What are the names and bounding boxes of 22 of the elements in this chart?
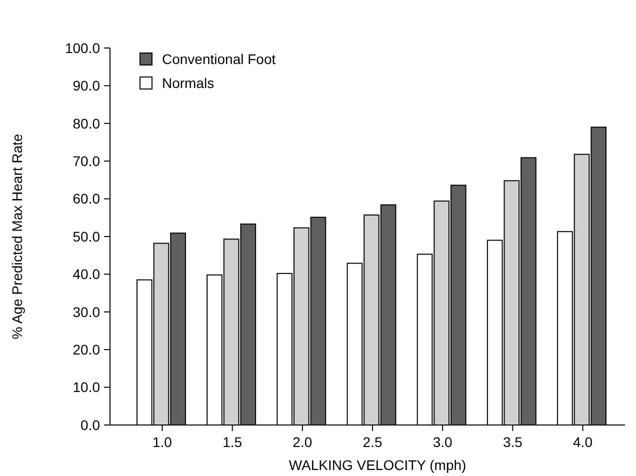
y-tick-label: 50.0	[72, 228, 100, 244]
x-tick-label: 4.0	[573, 434, 593, 450]
x-tick-label: 2.0	[292, 434, 312, 450]
y-tick-label: 20.0	[72, 342, 100, 358]
y-tick-label: 70.0	[72, 153, 100, 169]
y-tick-label: 10.0	[72, 379, 100, 396]
legend-label: Normals	[162, 74, 214, 91]
x-tick-label: 1.5	[222, 434, 242, 450]
y-tick-label: 60.0	[72, 190, 100, 207]
y-tick-label: 90.0	[72, 78, 100, 94]
x-tick-label: 2.5	[362, 434, 382, 450]
y-tick-label: 40.0	[72, 266, 100, 282]
x-tick-label: 1.0	[152, 434, 172, 450]
x-axis-title: WALKING VELOCITY (mph)	[288, 457, 466, 473]
legend-label: Conventional Foot	[162, 50, 276, 67]
y-tick-label: 100.0	[64, 40, 100, 56]
x-tick-label: 3.0	[432, 434, 453, 450]
y-tick-label: 80.0	[72, 115, 100, 132]
y-tick-label: 0.0	[80, 416, 100, 433]
y-tick-label: 30.0	[72, 304, 100, 320]
x-tick-label: 3.5	[502, 434, 523, 450]
y-axis-title: % Age Predicted Max Heart Rate	[9, 134, 25, 340]
